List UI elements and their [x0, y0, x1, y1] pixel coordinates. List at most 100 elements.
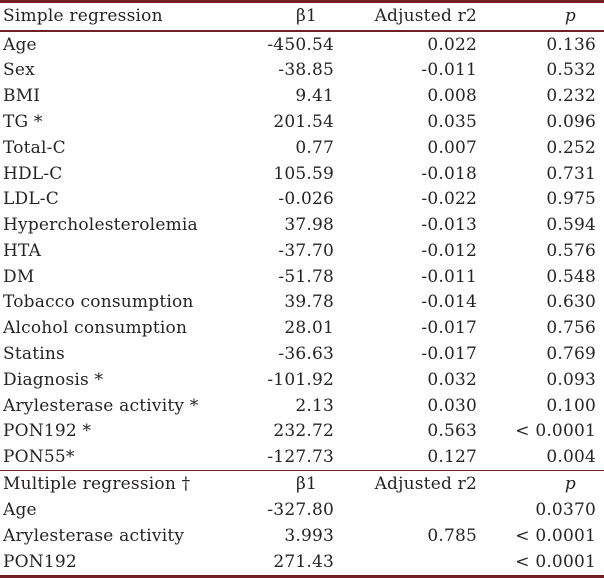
- row-label: Diagnosis *: [3, 369, 104, 390]
- table-row: Statins -36.63 -0.017 0.769: [0, 341, 604, 367]
- p-value: 0.756: [546, 318, 596, 339]
- table-row: LDL-C -0.026 -0.022 0.975: [0, 186, 604, 212]
- table-row: Age -450.54 0.022 0.136: [0, 31, 604, 58]
- beta1-column-header: β1: [240, 1, 334, 32]
- p-column-header: p: [477, 1, 604, 32]
- row-label: Tobacco consumption: [3, 292, 194, 313]
- beta1-value: 9.41: [295, 86, 334, 107]
- beta1-value: -450.54: [267, 34, 334, 55]
- row-label: Alcohol consumption: [3, 318, 188, 339]
- p-value: 0.096: [546, 112, 596, 133]
- row-label: Hypercholesterolemia: [3, 215, 198, 236]
- beta1-value: 232.72: [273, 421, 334, 442]
- p-value: < 0.0001: [515, 421, 596, 442]
- row-label: Total-C: [3, 137, 66, 158]
- section-header-row: Multiple regression † β1 Adjusted r2 p: [0, 470, 604, 498]
- row-label: Age: [3, 34, 37, 55]
- row-label: LDL-C: [3, 189, 59, 210]
- beta1-value: -36.63: [278, 344, 334, 365]
- beta1-value: -51.78: [278, 266, 334, 287]
- adjusted-r2-column-header: Adjusted r2: [334, 1, 477, 32]
- row-label: PON192 *: [3, 421, 92, 442]
- adjusted-r2-value: 0.030: [427, 395, 477, 416]
- adjusted-r2-value: 0.032: [427, 369, 477, 390]
- table-row: HTA -37.70 -0.012 0.576: [0, 238, 604, 264]
- p-value: 0.594: [546, 215, 596, 236]
- beta1-value: 201.54: [273, 112, 334, 133]
- row-label: Arylesterase activity: [3, 525, 185, 546]
- row-label: TG *: [3, 112, 43, 133]
- p-value: 0.975: [546, 189, 596, 210]
- table-row: DM -51.78 -0.011 0.548: [0, 264, 604, 290]
- row-label: BMI: [3, 86, 41, 107]
- beta1-column-header: β1: [240, 470, 334, 498]
- beta1-value: 0.77: [295, 137, 334, 158]
- adjusted-r2-value: 0.563: [427, 421, 477, 442]
- beta1-value: 37.98: [284, 215, 334, 236]
- adjusted-r2-value: 0.008: [427, 86, 477, 107]
- p-column-header: p: [477, 470, 604, 498]
- adjusted-r2-value: [334, 549, 477, 577]
- table-row: Arylesterase activity 3.993 0.785 < 0.00…: [0, 523, 604, 549]
- beta1-value: -101.92: [267, 369, 334, 390]
- adjusted-r2-value: 0.035: [427, 112, 477, 133]
- table-row: Alcohol consumption 28.01 -0.017 0.756: [0, 315, 604, 341]
- adjusted-r2-value: -0.011: [421, 266, 477, 287]
- adjusted-r2-value: -0.012: [421, 240, 477, 261]
- p-value: 0.630: [546, 292, 596, 313]
- table-row: Age -327.80 0.0370: [0, 497, 604, 523]
- table-row: TG * 201.54 0.035 0.096: [0, 109, 604, 135]
- adjusted-r2-value: -0.011: [421, 60, 477, 81]
- row-label: PON55*: [3, 447, 75, 468]
- p-value: < 0.0001: [515, 525, 596, 546]
- p-value: 0.004: [546, 447, 596, 468]
- adjusted-r2-column-header: Adjusted r2: [334, 470, 477, 498]
- table-row: PON192 * 232.72 0.563 < 0.0001: [0, 419, 604, 445]
- adjusted-r2-value: 0.007: [427, 137, 477, 158]
- adjusted-r2-value: 0.785: [427, 525, 477, 546]
- beta1-value: 2.13: [295, 395, 334, 416]
- p-value: 0.0370: [535, 500, 596, 521]
- adjusted-r2-value: [334, 497, 477, 523]
- table-row: HDL-C 105.59 -0.018 0.731: [0, 161, 604, 187]
- beta1-value: 39.78: [284, 292, 334, 313]
- table-row: PON55* -127.73 0.127 0.004: [0, 444, 604, 470]
- adjusted-r2-value: -0.014: [421, 292, 477, 313]
- table-row: Hypercholesterolemia 37.98 -0.013 0.594: [0, 212, 604, 238]
- p-value: 0.232: [546, 86, 596, 107]
- table-row: Diagnosis * -101.92 0.032 0.093: [0, 367, 604, 393]
- row-label: Age: [3, 500, 37, 521]
- row-label: HTA: [3, 240, 42, 261]
- row-label: Statins: [3, 344, 65, 365]
- beta1-value: -38.85: [278, 60, 334, 81]
- adjusted-r2-value: -0.022: [421, 189, 477, 210]
- row-label: Sex: [3, 60, 35, 81]
- p-value: < 0.0001: [515, 551, 596, 572]
- row-label: HDL-C: [3, 163, 63, 184]
- p-value: 0.532: [546, 60, 596, 81]
- table-row: Sex -38.85 -0.011 0.532: [0, 58, 604, 84]
- p-value: 0.093: [546, 369, 596, 390]
- section-title: Multiple regression †: [0, 470, 240, 498]
- beta1-value: 3.993: [284, 525, 334, 546]
- row-label: PON192: [3, 551, 77, 572]
- beta1-value: 28.01: [284, 318, 334, 339]
- adjusted-r2-value: -0.017: [421, 318, 477, 339]
- beta1-value: -127.73: [267, 447, 334, 468]
- table-row: Arylesterase activity * 2.13 0.030 0.100: [0, 393, 604, 419]
- table-row: PON192 271.43 < 0.0001: [0, 549, 604, 577]
- table-row: Tobacco consumption 39.78 -0.014 0.630: [0, 290, 604, 316]
- row-label: Arylesterase activity *: [3, 395, 199, 416]
- p-value: 0.769: [546, 344, 596, 365]
- adjusted-r2-value: -0.018: [421, 163, 477, 184]
- beta1-value: -37.70: [278, 240, 334, 261]
- row-label: DM: [3, 266, 35, 287]
- table-row: Total-C 0.77 0.007 0.252: [0, 135, 604, 161]
- beta1-value: 105.59: [273, 163, 334, 184]
- p-value: 0.136: [546, 34, 596, 55]
- section-header-row: Simple regression β1 Adjusted r2 p: [0, 1, 604, 32]
- adjusted-r2-value: -0.017: [421, 344, 477, 365]
- adjusted-r2-value: 0.127: [427, 447, 477, 468]
